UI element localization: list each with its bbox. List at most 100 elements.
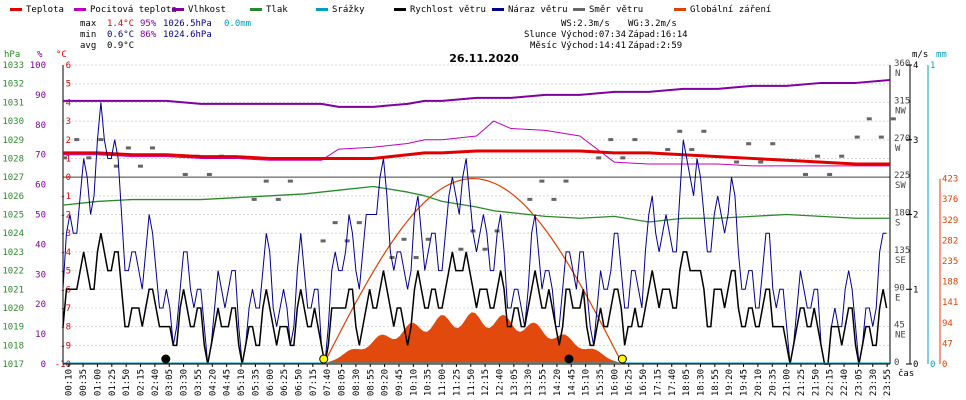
time-tick: 01:25 <box>108 369 118 396</box>
radiation-area <box>323 312 623 364</box>
wind-direction-point <box>802 172 808 176</box>
pct-tick: 20 <box>35 300 46 310</box>
wind-direction-point <box>689 148 695 152</box>
time-tick: 01:00 <box>93 369 103 396</box>
dir-tick: 225 <box>894 171 910 181</box>
dir-tick-compass: SW <box>895 181 906 191</box>
wind-direction-point <box>701 129 707 133</box>
wind-tick: 1 <box>913 285 918 295</box>
time-tick: 06:50 <box>294 369 304 396</box>
temp-tick: 5 <box>66 80 71 90</box>
temp-tick: -9 <box>60 341 71 351</box>
wind-direction-point <box>734 160 740 164</box>
wind-direction-point <box>827 172 833 176</box>
wind-direction-point <box>263 179 269 183</box>
hpa-tick: 1019 <box>2 323 24 333</box>
wind-direction-point <box>746 142 752 146</box>
wind-tick: 4 <box>913 61 918 71</box>
dir-tick: 315 <box>894 96 910 106</box>
rad-tick: 423 <box>942 175 958 185</box>
wind-direction-point <box>125 146 131 150</box>
time-tick: 06:00 <box>266 369 276 396</box>
temp-tick: -1 <box>60 192 71 202</box>
time-tick: 05:35 <box>251 369 261 396</box>
info-sun-set: Západ:16:14 <box>628 30 688 40</box>
stat-max-hum: 95% <box>140 19 157 29</box>
info-moon-rise: Východ:14:41 <box>561 41 626 51</box>
temperature-line <box>63 149 890 166</box>
right-axes: 360N315NW270W225SW180S135SE90E45NE043210… <box>63 59 958 370</box>
time-tick: 13:55 <box>539 369 549 396</box>
sun-event-marker <box>617 354 627 364</box>
legend-label: Globální záření <box>690 5 771 15</box>
rad-tick: 329 <box>942 216 958 226</box>
wind-direction-point <box>839 154 845 158</box>
hpa-tick: 1026 <box>2 192 24 202</box>
wind-direction-point <box>344 239 350 243</box>
wind-direction-point <box>287 179 293 183</box>
apparent-temperature-line <box>63 120 890 167</box>
time-tick: 23:30 <box>869 369 879 396</box>
dir-tick-compass: NE <box>895 331 906 341</box>
wind-direction-point <box>150 146 156 150</box>
wind-direction-point <box>677 129 683 133</box>
hpa-tick: 1018 <box>2 341 24 351</box>
hpa-tick: 1030 <box>2 117 24 127</box>
legend-swatch <box>573 8 585 11</box>
temp-tick: 6 <box>66 61 71 71</box>
hpa-tick: 1032 <box>2 80 24 90</box>
wind-direction-point <box>458 247 464 251</box>
time-tick: 17:15 <box>653 369 663 396</box>
time-tick: 00:35 <box>79 369 89 396</box>
wind-direction-point <box>608 138 614 142</box>
temp-tick: -5 <box>60 267 71 277</box>
temp-tick: -7 <box>60 304 71 314</box>
chart-title: 26.11.2020 <box>449 52 519 65</box>
dir-tick-compass: S <box>895 219 900 229</box>
temp-tick: -8 <box>60 323 71 333</box>
legend-label: Tlak <box>266 5 288 15</box>
wind-direction-point <box>182 172 188 176</box>
legend-swatch <box>674 8 686 11</box>
wind-direction-point <box>563 179 569 183</box>
time-tick: 03:30 <box>180 369 190 396</box>
dir-tick-compass: W <box>895 144 901 154</box>
legend-swatch <box>394 8 406 11</box>
wind-direction-point <box>482 247 488 251</box>
wind-direction-point <box>137 164 143 168</box>
temp-tick: -3 <box>60 229 71 239</box>
dir-tick-compass: SE <box>895 256 906 266</box>
pct-tick: 10 <box>35 330 46 340</box>
time-tick: 02:40 <box>151 369 161 396</box>
wind-direction-point <box>86 156 92 160</box>
wind-direction-point <box>551 197 557 201</box>
wind-direction-point <box>854 135 860 139</box>
time-tick: 18:30 <box>696 369 706 396</box>
time-tick: 16:00 <box>610 369 620 396</box>
time-tick: 18:05 <box>682 369 692 396</box>
axis-unit-pct: % <box>37 50 43 60</box>
stat-avg-label: avg <box>80 41 96 51</box>
time-tick: 11:25 <box>452 369 462 396</box>
time-tick: 21:25 <box>797 369 807 396</box>
pct-tick: 40 <box>35 240 46 250</box>
temp-tick: 1 <box>66 154 71 164</box>
wind-tick: 0 <box>913 360 918 370</box>
wind-direction-point <box>98 138 104 142</box>
rad-tick: 235 <box>942 257 958 267</box>
wind-direction-point <box>632 138 638 142</box>
time-tick: 08:05 <box>338 369 348 396</box>
axis-unit-time: čas <box>898 368 914 379</box>
pct-tick: 90 <box>35 91 46 101</box>
time-tick: 09:20 <box>381 369 391 396</box>
info-moon-label: Měsíc <box>530 41 557 51</box>
hpa-tick: 1017 <box>2 360 24 370</box>
stat-avg-temp: 0.9°C <box>107 41 134 51</box>
wind-direction-point <box>74 138 80 142</box>
time-axis: 00:10 00:35 01:00 01:25 01:50 02:15 02:40 03:05… <box>65 364 893 396</box>
time-tick: 15:35 <box>596 369 606 396</box>
time-tick: 23:05 <box>854 369 864 396</box>
wind-tick: 2 <box>913 211 918 221</box>
time-tick: 07:15 <box>309 369 319 396</box>
